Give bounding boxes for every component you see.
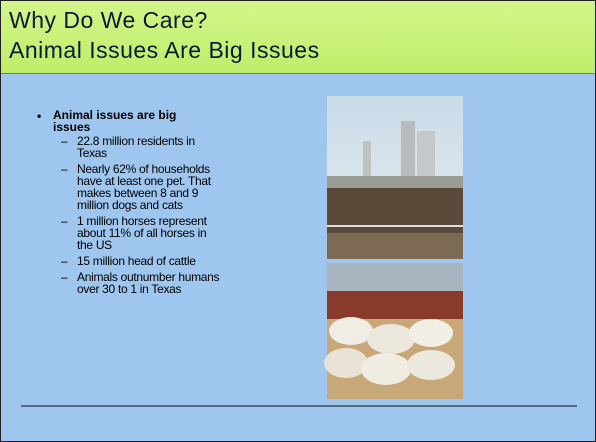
sheep-photo <box>324 263 463 399</box>
photos <box>1 1 595 441</box>
feedlot-photo <box>327 96 463 259</box>
slide: Why Do We Care? Animal Issues Are Big Is… <box>0 0 596 442</box>
